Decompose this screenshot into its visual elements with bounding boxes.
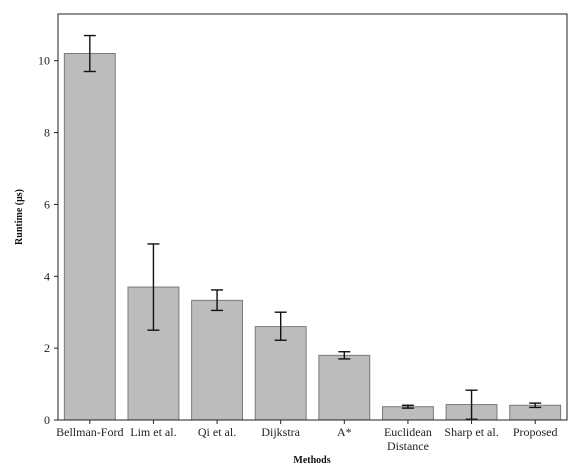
y-tick-label-4: 8: [44, 126, 50, 140]
x-axis: Bellman-Ford Lim et al. Qi et al. Dijkstra A…: [56, 420, 558, 453]
x-tick-label-7: Proposed: [513, 425, 558, 439]
x-tick-label-6: Sharp et al.: [444, 425, 498, 439]
plot-frame: [57, 13, 568, 421]
bar-0: [63, 53, 116, 421]
y-axis: 0 2 4 6 8 10: [38, 54, 58, 427]
bar-2: [191, 299, 244, 421]
x-tick-label-5-0: Euclidean: [384, 425, 432, 439]
y-tick-label-0: 0: [44, 413, 50, 427]
x-tick-label-0: Bellman-Ford: [56, 425, 123, 439]
x-tick-label-3: Dijkstra: [261, 425, 300, 439]
y-tick-label-3: 6: [44, 197, 50, 211]
error-bars-group: [83, 34, 542, 420]
bar-4: [318, 354, 371, 421]
x-tick-label-5-1: Distance: [387, 439, 429, 453]
y-axis-title: Runtime (μs): [14, 189, 25, 245]
y-tick-label-5: 10: [38, 54, 50, 68]
x-tick-label-2: Qi et al.: [198, 425, 236, 439]
bar-3: [254, 326, 307, 421]
bars-group: [63, 53, 562, 421]
y-tick-label-2: 4: [44, 269, 50, 283]
y-tick-label-1: 2: [44, 341, 50, 355]
x-tick-label-4: A*: [337, 425, 352, 439]
x-tick-label-1: Lim et al.: [130, 425, 176, 439]
x-axis-title: Methods: [293, 455, 330, 466]
